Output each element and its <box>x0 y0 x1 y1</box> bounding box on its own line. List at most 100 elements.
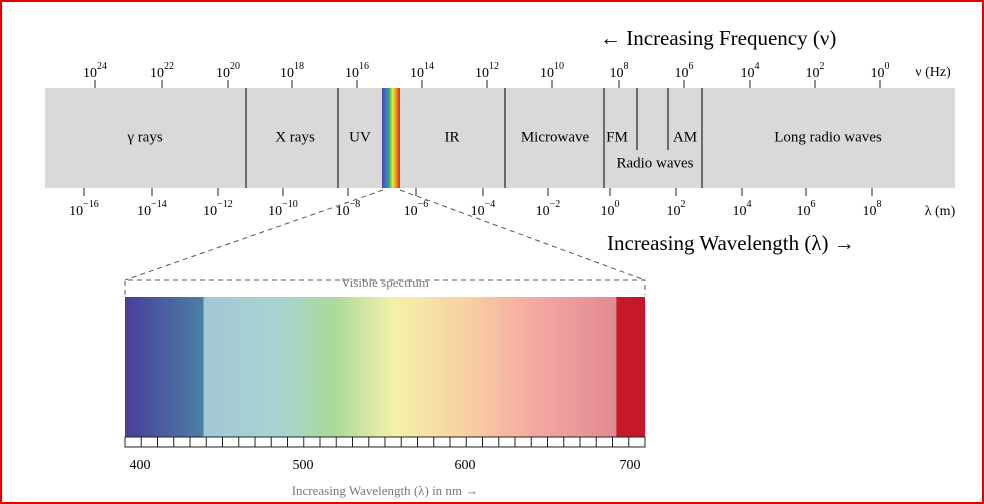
band-label: γ rays <box>126 129 163 145</box>
power-base: 10 <box>280 66 294 81</box>
power-base: 10 <box>806 66 820 81</box>
nm-label: 500 <box>293 458 314 473</box>
power-base: 10 <box>741 66 755 81</box>
nm-label: 400 <box>130 458 151 473</box>
power-label: 108 <box>863 199 882 219</box>
power-base: 10 <box>797 204 811 219</box>
power-base: 10 <box>83 66 97 81</box>
power-exp: 4 <box>755 61 760 72</box>
nm-ruler <box>125 437 645 447</box>
spectrum-diagram: ← Increasing Frequency (ν) Increasing Wa… <box>0 0 984 504</box>
power-exp: 24 <box>97 61 107 72</box>
power-label: 1010 <box>540 61 564 81</box>
power-label: 10−16 <box>69 199 99 219</box>
power-label: 1020 <box>216 61 240 81</box>
power-base: 10 <box>345 66 359 81</box>
power-exp: −16 <box>83 199 99 210</box>
power-exp: −10 <box>282 199 298 210</box>
power-label: 10−10 <box>268 199 298 219</box>
power-exp: 22 <box>164 61 174 72</box>
visible-caption: Increasing Wavelength (λ) in nm → <box>292 483 479 498</box>
power-label: 102 <box>667 199 686 219</box>
power-base: 10 <box>404 204 418 219</box>
power-label: 100 <box>601 199 620 219</box>
wavelength-unit: λ (m) <box>925 204 956 219</box>
power-base: 10 <box>216 66 230 81</box>
power-exp: 2 <box>820 61 825 72</box>
power-label: 10−6 <box>404 199 429 219</box>
visible-strip <box>382 88 400 188</box>
power-label: 100 <box>871 61 890 81</box>
power-exp: 0 <box>885 61 890 72</box>
power-exp: 6 <box>811 199 816 210</box>
power-exp: 14 <box>424 61 434 72</box>
power-base: 10 <box>540 66 554 81</box>
power-label: 102 <box>806 61 825 81</box>
power-label: 10−2 <box>536 199 561 219</box>
band-label: Microwave <box>521 129 590 145</box>
power-exp: 4 <box>747 199 752 210</box>
power-label: 1022 <box>150 61 174 81</box>
power-exp: −4 <box>485 199 496 210</box>
band-label: FM <box>606 129 628 145</box>
power-exp: −12 <box>217 199 233 210</box>
band-label: AM <box>673 129 697 145</box>
nm-label: 600 <box>455 458 476 473</box>
power-base: 10 <box>610 66 624 81</box>
power-base: 10 <box>475 66 489 81</box>
power-base: 10 <box>601 204 615 219</box>
power-base: 10 <box>871 66 885 81</box>
power-label: 104 <box>741 61 760 81</box>
power-label: 10−12 <box>203 199 233 219</box>
power-label: 10−14 <box>137 199 167 219</box>
power-base: 10 <box>150 66 164 81</box>
band-label: X rays <box>275 129 315 145</box>
power-base: 10 <box>69 204 83 219</box>
power-exp: 0 <box>615 199 620 210</box>
power-base: 10 <box>203 204 217 219</box>
power-base: 10 <box>675 66 689 81</box>
power-base: 10 <box>863 204 877 219</box>
power-base: 10 <box>336 204 350 219</box>
power-base: 10 <box>410 66 424 81</box>
visible-bar <box>125 297 645 437</box>
band-label: Radio waves <box>616 155 693 171</box>
power-exp: 18 <box>294 61 304 72</box>
power-label: 1016 <box>345 61 369 81</box>
power-exp: 8 <box>877 199 882 210</box>
power-label: 108 <box>610 61 629 81</box>
power-base: 10 <box>268 204 282 219</box>
power-base: 10 <box>667 204 681 219</box>
power-label: 106 <box>797 199 816 219</box>
power-label: 104 <box>733 199 752 219</box>
power-exp: 10 <box>554 61 564 72</box>
power-exp: 20 <box>230 61 240 72</box>
power-label: 106 <box>675 61 694 81</box>
power-exp: −6 <box>418 199 429 210</box>
power-label: 10−4 <box>471 199 496 219</box>
power-exp: −14 <box>151 199 167 210</box>
power-base: 10 <box>471 204 485 219</box>
nm-label: 700 <box>620 458 641 473</box>
frequency-unit: ν (Hz) <box>915 65 951 80</box>
wavelength-arrow: Increasing Wavelength (λ) → <box>607 231 855 255</box>
band-label: IR <box>445 129 460 145</box>
frequency-arrow: ← Increasing Frequency (ν) <box>600 26 836 50</box>
power-label: 1014 <box>410 61 434 81</box>
band-label: Long radio waves <box>774 129 882 145</box>
power-base: 10 <box>137 204 151 219</box>
power-label: 1018 <box>280 61 304 81</box>
power-exp: 12 <box>489 61 499 72</box>
power-label: 1012 <box>475 61 499 81</box>
power-exp: 6 <box>689 61 694 72</box>
power-exp: −2 <box>550 199 561 210</box>
power-base: 10 <box>536 204 550 219</box>
visible-title: Visible spectrum <box>341 275 429 290</box>
power-base: 10 <box>733 204 747 219</box>
power-exp: 16 <box>359 61 369 72</box>
power-exp: 2 <box>681 199 686 210</box>
power-exp: 8 <box>624 61 629 72</box>
power-exp: −8 <box>350 199 361 210</box>
band-label: UV <box>349 129 371 145</box>
power-label: 1024 <box>83 61 107 81</box>
